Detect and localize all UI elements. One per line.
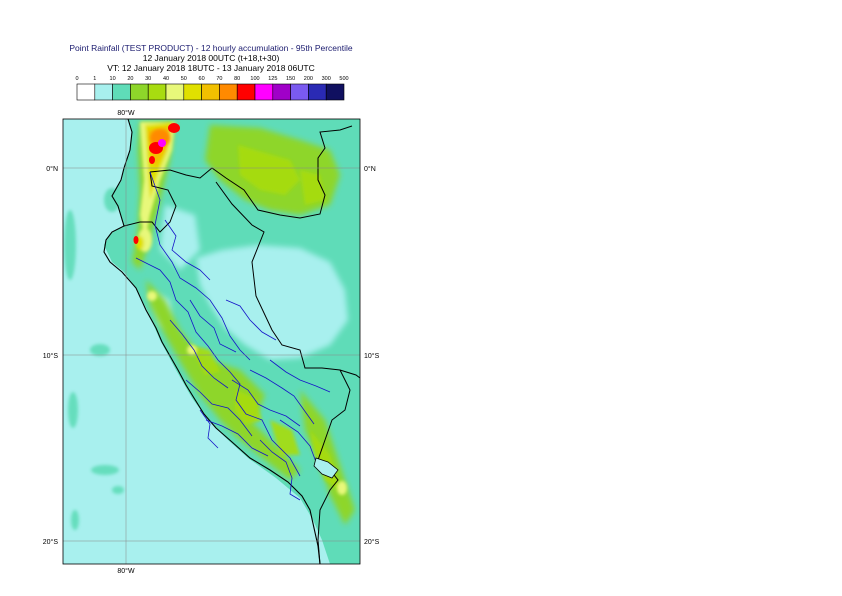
lake-titicaca <box>313 457 339 479</box>
legend-tick-label: 40 <box>163 76 169 82</box>
lat-label-left-0: 0°N <box>46 165 58 173</box>
amazon-light-area <box>196 245 348 360</box>
lat-label-left-20: 20°S <box>43 538 59 546</box>
lat-label-right-10: 10°S <box>364 352 380 360</box>
legend-tick-label: 10 <box>110 76 116 82</box>
region-borders <box>135 171 331 501</box>
title-line-1: Point Rainfall (TEST PRODUCT) - 12 hourl… <box>69 43 353 53</box>
legend-tick-label: 70 <box>216 76 222 82</box>
title-line-3: VT: 12 January 2018 18UTC - 13 January 2… <box>107 63 315 73</box>
graticule <box>63 119 360 564</box>
legend-tick-label: 150 <box>286 76 295 82</box>
color-legend: 0 1 10 20 30 40 50 60 70 80 100 125 150 200 300 500 <box>75 76 349 101</box>
legend-tick-label: 0 <box>75 76 78 82</box>
lon-label-bottom: 80°W <box>117 567 135 575</box>
legend-tick-label: 20 <box>127 76 133 82</box>
legend-tick-label: 50 <box>181 76 187 82</box>
legend-tick-label: 100 <box>250 76 259 82</box>
legend-tick-label: 60 <box>199 76 205 82</box>
legend-tick-label: 125 <box>268 76 277 82</box>
lat-label-left-10: 10°S <box>43 352 59 360</box>
extreme-rain-areas <box>133 123 180 244</box>
lat-label-right-20: 20°S <box>364 538 380 546</box>
legend-swatch-14 <box>325 83 345 101</box>
ocean-light-rain <box>64 188 124 530</box>
lat-label-right-0: 0°N <box>364 165 376 173</box>
legend-tick-label: 80 <box>234 76 240 82</box>
title-line-2: 12 January 2018 00UTC (t+18,t+30) <box>142 53 280 63</box>
legend-tick-label: 1 <box>93 76 96 82</box>
map-frame <box>62 118 361 565</box>
coastline <box>103 119 321 564</box>
legend-tick-label: 200 <box>304 76 313 82</box>
legend-tick-label: 300 <box>322 76 331 82</box>
legend-tick-label: 500 <box>339 76 348 82</box>
lon-label-top: 80°W <box>117 109 135 117</box>
legend-tick-label: 30 <box>145 76 151 82</box>
